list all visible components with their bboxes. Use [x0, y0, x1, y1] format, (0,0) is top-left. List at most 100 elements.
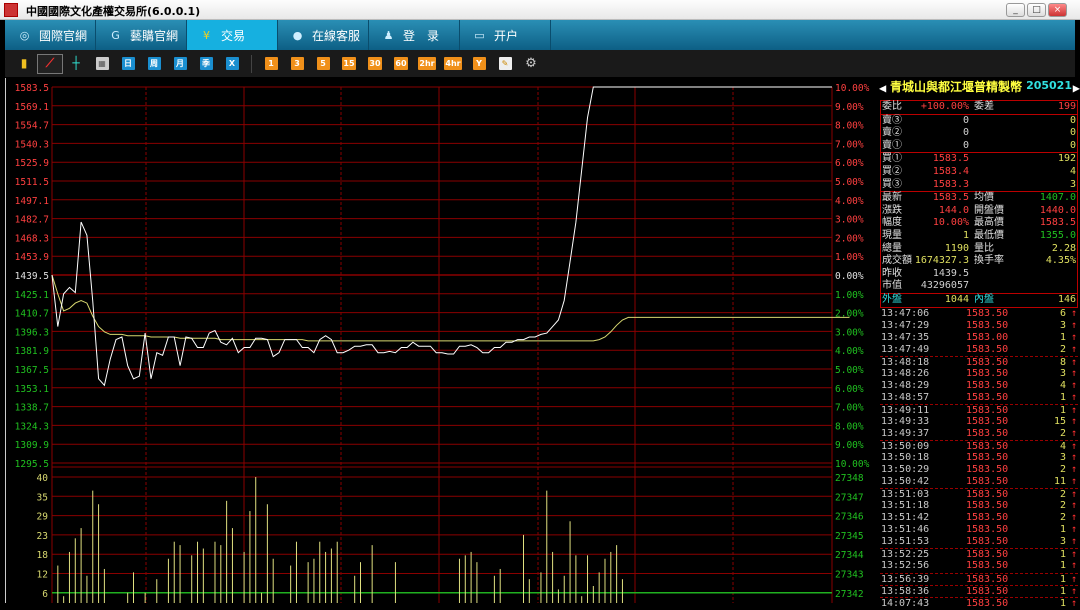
trade-volume: 2 — [1059, 427, 1066, 439]
trade-row: 13:51:18 1583.50 2 ↑ — [880, 500, 1078, 512]
y-tick-label: 1583.5 — [15, 83, 49, 94]
nav-item-1[interactable]: G 藝購官網 — [96, 20, 187, 50]
trade-time: 13:47:29 — [881, 319, 930, 331]
minute-period-button[interactable]: 30 — [362, 54, 388, 74]
stat-label: 開盤價 — [974, 204, 1004, 216]
pct-tick-label: 6.00% — [835, 384, 864, 395]
quote-row: 賣② 0 0 — [881, 127, 1077, 140]
period-button[interactable]: 季 — [193, 54, 219, 74]
maximize-button[interactable]: □ — [1027, 3, 1046, 17]
label: 委比 — [882, 101, 902, 112]
trade-row: 13:52:56 1583.50 1 ↑ — [880, 560, 1078, 572]
trade-price: 1583.50 — [966, 319, 1009, 331]
y-tick-label: 1353.1 — [15, 384, 50, 395]
y-tick-label: 1309.9 — [15, 440, 50, 451]
stat-label: 換手率 — [974, 255, 1004, 267]
trade-price: 1583.50 — [966, 536, 1009, 548]
pct-tick-label: 2.00% — [835, 233, 864, 244]
minute-period-button[interactable]: 60 — [388, 54, 414, 74]
minute-period-button[interactable]: 5 — [310, 54, 336, 74]
calendar-icon[interactable]: ▦ — [89, 54, 115, 74]
trade-time: 13:47:06 — [881, 307, 930, 319]
period-button[interactable]: 周 — [141, 54, 167, 74]
quote-header: ◀ 青城山與都江堰普精製幣 205021 ▶ — [878, 78, 1080, 100]
trade-row: 13:48:57 1583.50 1 ↑ — [880, 392, 1078, 404]
trade-time: 13:51:18 — [881, 500, 930, 512]
ask-label: 賣① — [882, 139, 902, 151]
nav-item-2[interactable]: ¥ 交易 — [187, 20, 278, 50]
trade-volume: 2 — [1059, 464, 1066, 476]
trade-time: 13:50:18 — [881, 452, 930, 464]
prev-arrow-icon[interactable]: ◀ — [879, 81, 887, 95]
minute-period-button[interactable]: 15 — [336, 54, 362, 74]
nav-item-4[interactable]: ♟ 登 录 — [369, 20, 460, 50]
candlestick-icon[interactable]: ┼ — [72, 56, 80, 70]
trade-volume: 4 — [1059, 441, 1066, 453]
minute-period-button[interactable]: 3 — [284, 54, 310, 74]
period-label: Y — [472, 57, 486, 70]
trade-time: 13:58:36 — [881, 585, 930, 597]
trade-volume: 1 — [1059, 524, 1066, 536]
stat-value: 1674327.3 — [914, 255, 969, 267]
y-tick-label: 1396.3 — [15, 327, 49, 338]
value: 1044 — [944, 293, 969, 305]
up-arrow-icon: ↑ — [1070, 452, 1077, 464]
go-icon: G — [111, 28, 120, 42]
stat-label: 量比 — [974, 242, 994, 254]
label: 外盤 — [882, 293, 902, 305]
globe-icon: ◎ — [19, 28, 30, 42]
up-arrow-icon: ↑ — [1070, 573, 1077, 585]
stat-value: 1440.0 — [1039, 204, 1076, 216]
trade-row: 13:49:11 1583.50 1 ↑ — [880, 403, 1078, 416]
volume-right-tick-label: 27348 — [835, 473, 864, 484]
stat-label: 最高價 — [974, 217, 1004, 229]
up-arrow-icon: ↑ — [1070, 427, 1077, 439]
line-chart-icon[interactable]: ⟋ — [37, 53, 63, 74]
draw-icon[interactable]: ✎ — [492, 54, 518, 74]
gear-icon[interactable]: ⚙ — [525, 56, 537, 71]
trade-row: 13:50:18 1583.50 3 ↑ — [880, 452, 1078, 464]
minimize-button[interactable]: _ — [1006, 3, 1025, 17]
minute-period-button[interactable]: 1 — [258, 54, 284, 74]
stat-label: 幅度 — [882, 217, 902, 229]
y-tick-label: 1367.5 — [15, 365, 49, 376]
nav-item-0[interactable]: ◎ 國際官網 — [5, 20, 96, 50]
close-button[interactable]: × — [1048, 3, 1067, 17]
trade-time: 13:50:42 — [881, 476, 930, 488]
nav-item-5[interactable]: ▭ 开户 — [460, 20, 551, 50]
quote-row: 現量 1 最低價 1355.0 — [881, 230, 1077, 243]
trade-price: 1583.50 — [966, 452, 1009, 464]
ask-volume: 0 — [1069, 139, 1076, 151]
main-nav: ◎ 國際官網 G 藝購官網 ¥ 交易 ● 在線客服 ♟ 登 录 ▭ 开户 — [5, 20, 1075, 50]
period-button[interactable]: X — [219, 54, 245, 74]
nav-item-3[interactable]: ● 在線客服 — [278, 20, 369, 50]
pct-tick-label: 10.00% — [835, 459, 870, 470]
period-button[interactable]: 月 — [167, 54, 193, 74]
trade-time: 13:48:26 — [881, 367, 930, 379]
ask-price: 0 — [962, 139, 969, 151]
up-arrow-icon: ↑ — [1070, 319, 1077, 331]
y-tick-label: 1511.5 — [15, 177, 49, 188]
minute-period-button[interactable]: Y — [466, 54, 492, 74]
trade-row: 13:58:36 1583.50 1 ↑ — [880, 584, 1078, 597]
minute-period-button[interactable]: 4hr — [440, 54, 466, 74]
stat-label: 成交額 — [882, 255, 912, 267]
stat-value: 1439.5 — [932, 267, 969, 279]
period-label: 1 — [264, 57, 278, 70]
trade-time: 13:51:03 — [881, 489, 930, 501]
up-arrow-icon: ↑ — [1070, 307, 1077, 319]
ask-volume: 0 — [1069, 127, 1076, 139]
next-arrow-icon[interactable]: ▶ — [1072, 81, 1080, 95]
period-button[interactable]: 日 — [115, 54, 141, 74]
quote-row: 買③ 1583.3 3 — [881, 179, 1077, 192]
trade-time: 13:49:11 — [881, 404, 930, 416]
divider — [251, 54, 252, 73]
period-label: 2hr — [418, 57, 436, 70]
trade-volume: 2 — [1059, 512, 1066, 524]
trade-volume: 1 — [1059, 573, 1066, 585]
quote-row: 幅度 10.00% 最高價 1583.5 — [881, 217, 1077, 230]
minute-period-button[interactable]: 2hr — [414, 54, 440, 74]
volume-tick-label: 23 — [37, 531, 48, 542]
trade-time: 13:52:25 — [881, 549, 930, 561]
bar-chart-icon[interactable]: ▮ — [20, 56, 28, 70]
